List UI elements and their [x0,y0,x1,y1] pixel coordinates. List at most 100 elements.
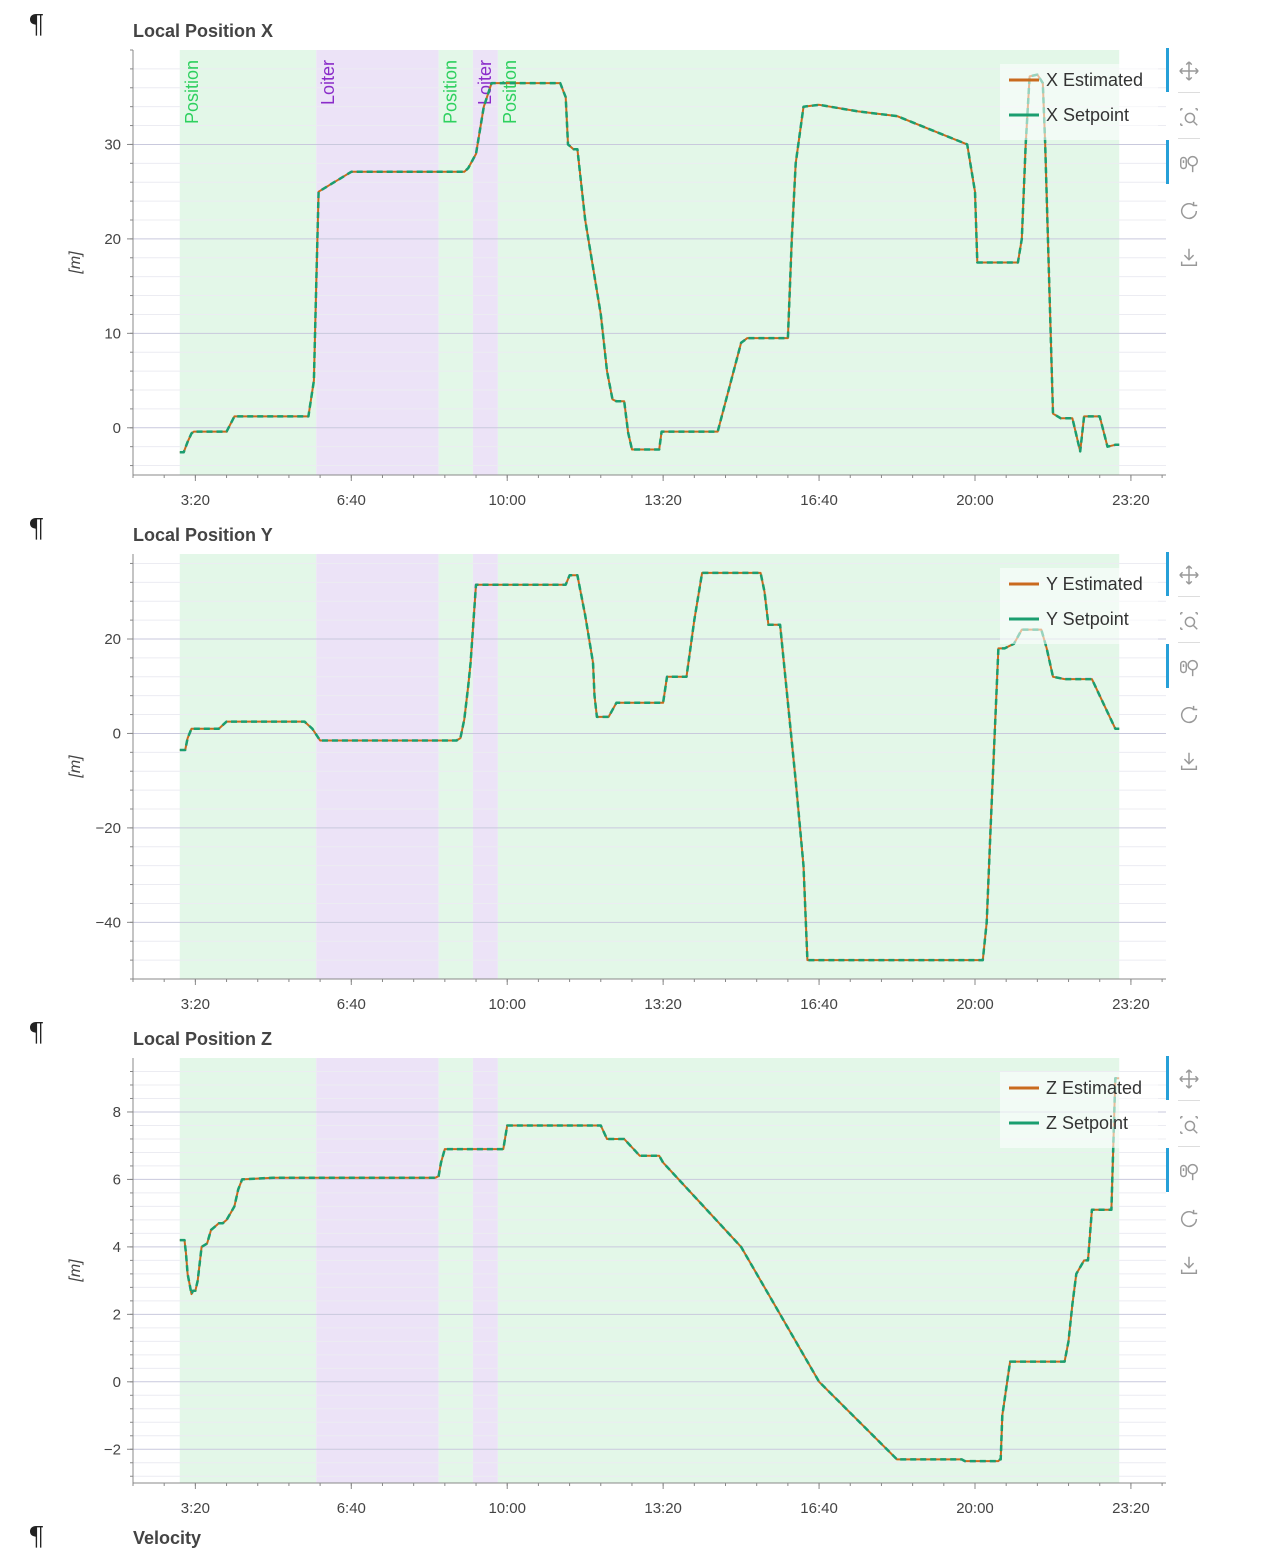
section-anchor-pilcrow[interactable]: ¶ [28,10,45,40]
x-tick-label: 6:40 [337,996,366,1013]
save-icon[interactable] [1176,244,1202,270]
x-tick-label: 16:40 [800,996,838,1013]
legend-entry-label: X Setpoint [1046,105,1129,125]
flight-mode-label: Position [182,60,202,124]
chart-title: Local Position Y [133,525,273,545]
legend-entry-label: Y Setpoint [1046,609,1129,629]
tool-active-indicator [1166,1148,1169,1192]
x-tick-label: 20:00 [956,996,994,1013]
flight-mode-band [179,1058,317,1483]
y-tick-label: 30 [104,136,121,153]
legend-entry-label: Z Setpoint [1046,1113,1128,1133]
section-anchor-pilcrow[interactable]: ¶ [28,514,45,544]
legend-background [1000,1072,1158,1148]
y-axis-label: [m] [67,755,84,779]
flight-mode-band [472,50,498,475]
y-axis-label: [m] [67,251,84,275]
legend-entry-label: Y Estimated [1046,574,1143,594]
legend: Y Estimated Y Setpoint [1000,568,1158,644]
flight-mode-band [179,554,317,979]
box-zoom-icon[interactable] [1176,1112,1202,1138]
y-tick-label: 0 [113,420,121,437]
x-tick-label: 20:00 [956,1500,994,1517]
save-icon[interactable] [1176,748,1202,774]
y-tick-label: −20 [96,820,121,837]
tool-active-indicator [1166,644,1169,688]
legend-entry-label: X Estimated [1046,70,1143,90]
pan-icon[interactable] [1176,562,1202,588]
y-tick-label: −2 [104,1441,121,1458]
box-zoom-icon[interactable] [1176,608,1202,634]
toolbar-separator [1178,1100,1200,1101]
legend: Z Estimated Z Setpoint [1000,1072,1158,1148]
flight-mode-label: Loiter [318,60,338,105]
local-position-y-plot[interactable]: Local Position Y −40 −20 0 20 3:20 6:40 10:00 13… [0,512,1166,1022]
y-tick-label: 20 [104,631,121,648]
legend-background [1000,64,1158,140]
flight-mode-band [438,554,473,979]
toolbar-separator [1178,1146,1200,1147]
x-tick-label: 6:40 [337,1500,366,1517]
plot-toolbar [1166,40,1216,280]
reset-icon[interactable] [1176,198,1202,224]
x-tick-label: 10:00 [488,1500,526,1517]
flight-mode-band [316,554,439,979]
x-tick-label: 20:00 [956,492,994,509]
y-tick-label: 0 [113,1374,121,1391]
y-tick-label: 2 [113,1306,121,1323]
tool-active-indicator [1166,1056,1169,1100]
toolbar-separator [1178,596,1200,597]
tool-active-indicator [1166,48,1169,92]
legend-background [1000,568,1158,644]
x-tick-label: 16:40 [800,492,838,509]
local-position-z-plot[interactable]: Local Position Z −2 0 2 4 6 8 3:20 6:40 10:00 13:2… [0,1016,1166,1526]
y-axis-label: [m] [67,1259,84,1283]
flight-mode-band [316,1058,439,1483]
next-section-title: Velocity [133,1528,202,1548]
section-anchor-pilcrow[interactable]: ¶ [28,1522,45,1552]
pan-icon[interactable] [1176,58,1202,84]
y-tick-label: 20 [104,231,121,248]
chart-title: Local Position Z [133,1029,272,1049]
flight-mode-band [438,50,473,475]
x-tick-label: 3:20 [181,996,210,1013]
y-tick-label: 8 [113,1104,121,1121]
y-tick-label: 10 [104,325,121,342]
section-anchor-pilcrow[interactable]: ¶ [28,1018,45,1048]
x-tick-label: 13:20 [644,492,682,509]
y-tick-label: 4 [113,1239,121,1256]
flight-mode-label: Position [441,60,461,124]
box-zoom-icon[interactable] [1176,104,1202,130]
x-tick-label: 6:40 [337,492,366,509]
y-tick-label: 6 [113,1171,121,1188]
flight-mode-band [472,554,498,979]
reset-icon[interactable] [1176,702,1202,728]
y-tick-label: −40 [96,914,121,931]
flight-mode-band [316,50,439,475]
flight-mode-label: Loiter [475,60,495,105]
plot-toolbar [1166,544,1216,784]
legend-entry-label: Z Estimated [1046,1078,1142,1098]
flight-mode-band [179,50,317,475]
wheel-zoom-icon[interactable] [1176,654,1202,680]
x-tick-label: 10:00 [488,492,526,509]
save-icon[interactable] [1176,1252,1202,1278]
wheel-zoom-icon[interactable] [1176,150,1202,176]
flight-mode-band [472,1058,498,1483]
toolbar-separator [1178,92,1200,93]
local-position-x-plot[interactable]: Local Position X 0 10 20 30 3:20 6:40 10:00 13:2… [0,8,1166,518]
x-tick-label: 16:40 [800,1500,838,1517]
setpoint-series-line [179,1076,1120,1463]
x-tick-label: 13:20 [644,1500,682,1517]
legend: X Estimated X Setpoint [1000,64,1158,140]
x-tick-label: 23:20 [1112,492,1150,509]
chart-title: Local Position X [133,21,273,41]
toolbar-separator [1178,642,1200,643]
x-tick-label: 3:20 [181,1500,210,1517]
pan-icon[interactable] [1176,1066,1202,1092]
wheel-zoom-icon[interactable] [1176,1158,1202,1184]
toolbar-separator [1178,138,1200,139]
flight-mode-label: Position [500,60,520,124]
x-tick-label: 23:20 [1112,1500,1150,1517]
reset-icon[interactable] [1176,1206,1202,1232]
